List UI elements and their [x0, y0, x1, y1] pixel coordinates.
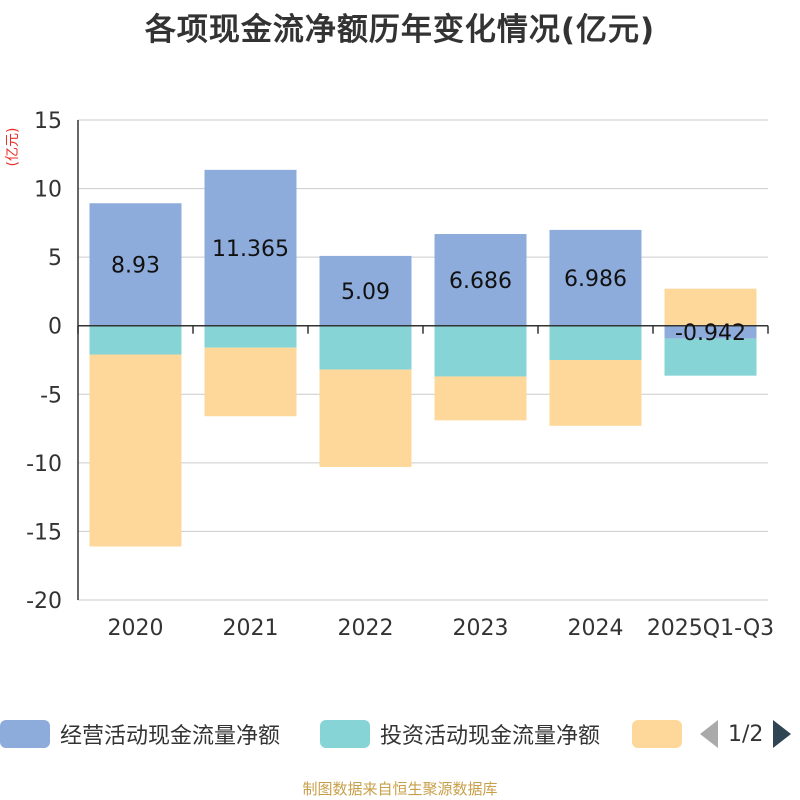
y-tick-label: 0 [48, 315, 62, 340]
data-label-operating: 11.365 [212, 237, 289, 262]
legend-item-financing[interactable] [632, 716, 692, 752]
legend-item-investing[interactable]: 投资活动现金流量净额 [320, 716, 600, 752]
source-footer: 制图数据来自恒生聚源数据库 [302, 780, 498, 798]
data-label-operating: 8.93 [111, 253, 160, 278]
x-tick-label: 2020 [108, 616, 164, 641]
data-label-operating: 5.09 [341, 280, 390, 305]
legend-swatch-financing [632, 720, 682, 748]
bar-operating-2025Q1-Q3 [664, 325, 757, 339]
bar-investing-2022 [319, 325, 412, 370]
legend-pager: 1/2 [700, 716, 792, 752]
bar-investing-2020 [89, 325, 182, 355]
data-label-operating: 6.986 [564, 267, 627, 292]
x-tick-label: 2021 [223, 616, 279, 641]
bar-operating-2020 [89, 203, 182, 326]
y-tick-label: 5 [48, 246, 62, 271]
bar-financing-2024 [549, 360, 642, 426]
y-tick-label: 15 [34, 109, 62, 134]
legend: 经营活动现金流量净额 投资活动现金流量净额 [0, 716, 800, 756]
bar-investing-2021 [204, 325, 297, 348]
x-tick-label: 2024 [568, 616, 624, 641]
y-tick-label: -15 [26, 520, 62, 545]
bar-financing-2022 [319, 369, 412, 467]
bar-financing-2020 [89, 354, 182, 547]
y-tick-label: -10 [26, 452, 62, 477]
legend-item-operating[interactable]: 经营活动现金流量净额 [0, 716, 280, 752]
bar-investing-2023 [434, 325, 527, 377]
bar-financing-2025Q1-Q3 [664, 288, 757, 326]
bar-operating-2022 [319, 255, 412, 326]
bar-financing-2021 [204, 347, 297, 417]
prev-page-icon[interactable] [700, 720, 718, 748]
y-tick-label: -5 [40, 383, 62, 408]
bar-investing-2024 [549, 325, 642, 360]
next-page-icon[interactable] [773, 720, 792, 748]
y-tick-label: 10 [34, 178, 62, 203]
legend-label-operating: 经营活动现金流量净额 [60, 724, 281, 749]
bar-operating-2024 [549, 229, 642, 326]
legend-page-indicator: 1/2 [728, 721, 764, 747]
y-tick-label: -20 [26, 589, 62, 614]
chart-area: 15 10 5 0 -5 -10 -15 -20 (亿元) 2020 2021 2022 2023 202… [5, 109, 774, 641]
chart-title: 各项现金流净额历年变化情况(亿元) [144, 12, 656, 48]
x-tick-label: 2025Q1-Q3 [647, 616, 774, 641]
bar-investing-2025Q1-Q3 [664, 338, 757, 376]
bar-operating-2021 [204, 169, 297, 326]
data-label-operating: 6.686 [449, 269, 512, 294]
y-axis-unit-label: (亿元) [5, 128, 21, 167]
legend-swatch-investing [320, 720, 370, 748]
data-label-operating: -0.942 [675, 321, 746, 346]
x-tick-label: 2022 [338, 616, 394, 641]
bar-operating-2023 [434, 234, 527, 326]
legend-label-investing: 投资活动现金流量净额 [380, 724, 601, 749]
bar-financing-2023 [434, 376, 527, 421]
x-tick-label: 2023 [453, 616, 509, 641]
legend-swatch-operating [0, 720, 50, 748]
